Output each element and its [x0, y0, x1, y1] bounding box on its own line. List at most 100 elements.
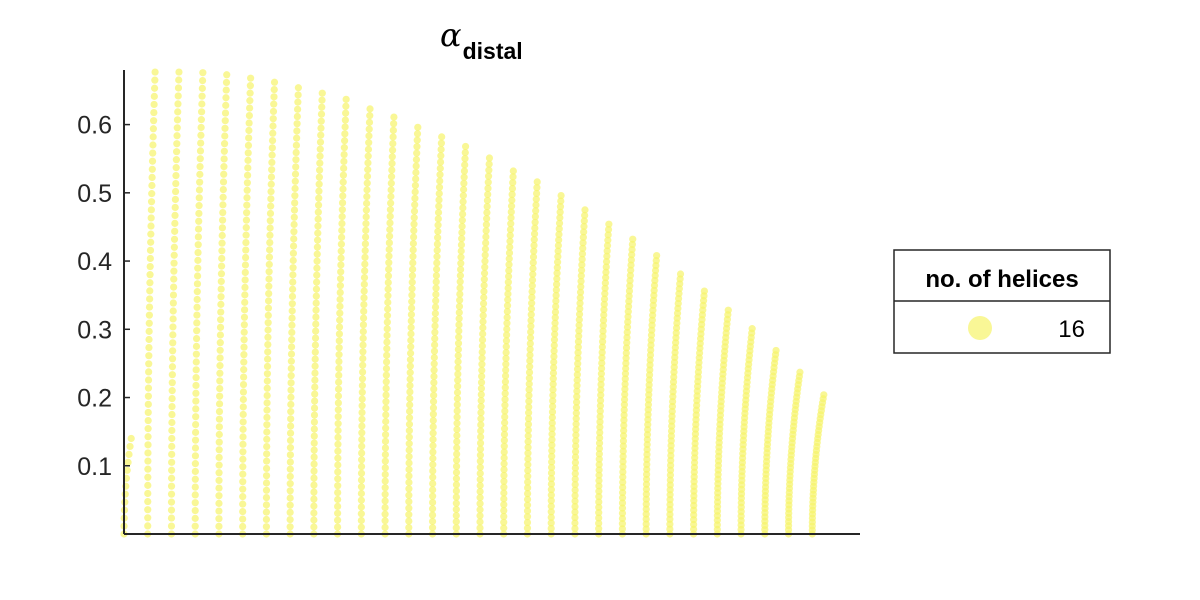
data-point — [461, 161, 469, 169]
data-point — [455, 315, 463, 323]
data-point — [338, 226, 346, 235]
data-point — [148, 181, 156, 190]
data-point — [571, 469, 579, 478]
data-point — [243, 209, 251, 217]
data-point — [171, 227, 179, 235]
data-point — [267, 195, 275, 203]
data-point — [500, 436, 508, 444]
data-point — [360, 273, 369, 282]
data-point — [317, 131, 325, 139]
data-point — [572, 415, 580, 423]
data-point — [556, 214, 564, 222]
data-point — [388, 146, 397, 154]
data-point — [216, 384, 224, 393]
data-point — [265, 253, 274, 261]
data-point — [381, 497, 389, 505]
data-point — [452, 487, 460, 495]
data-point — [580, 228, 588, 236]
data-point — [169, 347, 177, 355]
data-point — [619, 458, 627, 466]
data-point — [604, 231, 612, 239]
data-point — [387, 192, 395, 201]
data-point — [525, 397, 533, 405]
data-point — [294, 91, 302, 99]
data-point — [215, 522, 223, 530]
data-point — [263, 450, 271, 458]
data-point — [571, 464, 579, 472]
data-point — [454, 339, 463, 347]
data-point — [453, 456, 461, 464]
data-point — [619, 483, 627, 492]
data-point — [452, 505, 460, 513]
data-point — [433, 265, 441, 273]
data-point — [602, 274, 610, 282]
data-point — [337, 254, 345, 262]
data-point — [385, 265, 393, 273]
data-point — [317, 110, 326, 118]
data-point — [193, 280, 202, 288]
data-point — [150, 100, 158, 109]
data-point — [524, 438, 532, 446]
data-point — [265, 275, 273, 283]
data-point — [547, 469, 556, 477]
data-point — [290, 228, 298, 236]
data-point — [145, 327, 153, 335]
data-point — [452, 518, 460, 526]
data-point — [310, 425, 318, 433]
data-point — [596, 423, 604, 431]
data-point — [383, 331, 391, 340]
data-point — [526, 357, 534, 365]
data-point — [146, 262, 154, 271]
data-point — [335, 323, 344, 331]
data-point — [429, 423, 437, 431]
data-point — [218, 224, 226, 232]
data-point — [242, 216, 251, 224]
data-point — [428, 498, 437, 507]
data-point — [549, 391, 557, 399]
data-point — [340, 157, 348, 166]
data-point — [310, 453, 318, 461]
data-point — [431, 303, 440, 311]
data-point — [335, 337, 343, 345]
data-point — [341, 137, 349, 145]
data-point — [476, 524, 484, 532]
data-point — [364, 145, 373, 153]
data-point — [314, 229, 322, 237]
data-point — [459, 204, 467, 212]
data-point — [270, 85, 278, 94]
data-point — [557, 197, 565, 205]
data-point — [192, 358, 200, 366]
data-point — [625, 292, 633, 300]
data-point — [170, 251, 178, 259]
data-point — [410, 233, 418, 241]
data-point — [289, 264, 297, 272]
data-point — [215, 446, 223, 454]
data-point — [476, 500, 484, 508]
data-point — [216, 369, 224, 377]
data-point — [500, 489, 508, 497]
data-point — [334, 399, 342, 407]
data-point — [503, 307, 511, 316]
data-point — [572, 426, 580, 434]
data-point — [548, 408, 557, 416]
data-point — [242, 231, 250, 239]
data-point — [363, 172, 372, 180]
data-point — [502, 366, 510, 374]
data-point — [549, 369, 558, 377]
data-point — [196, 178, 204, 186]
data-point — [168, 458, 176, 466]
data-point — [479, 324, 487, 332]
data-point — [192, 405, 200, 413]
data-point — [265, 289, 273, 298]
data-point — [145, 303, 154, 311]
data-point — [508, 196, 516, 204]
data-point — [269, 122, 277, 130]
data-point — [148, 165, 156, 173]
data-point — [642, 490, 650, 498]
data-point — [217, 293, 225, 301]
data-point — [411, 181, 420, 190]
data-point — [385, 252, 393, 260]
data-point — [820, 391, 828, 399]
data-point — [626, 282, 634, 290]
data-point — [382, 391, 390, 399]
